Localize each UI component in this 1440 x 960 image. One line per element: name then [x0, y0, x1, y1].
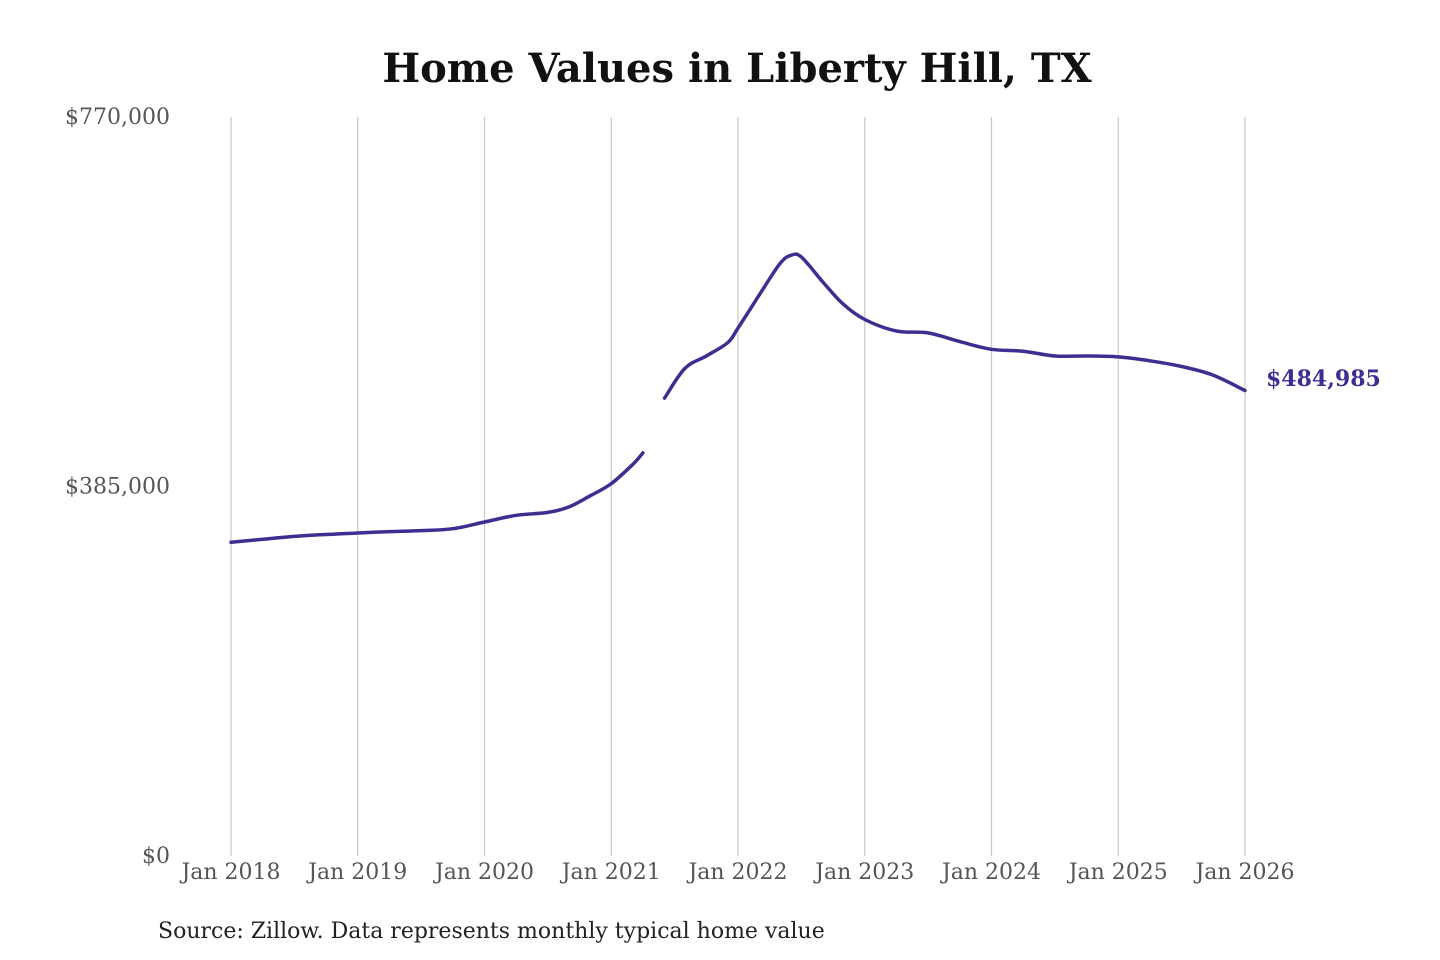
- x-tick-label-2: Jan 2020: [433, 860, 534, 885]
- y-tick-label-1: $385,000: [65, 475, 170, 500]
- x-tick-label-7: Jan 2025: [1067, 860, 1168, 885]
- y-axis-tick-labels: $0 $385,000 $770,000: [65, 105, 170, 869]
- x-tick-label-0: Jan 2018: [179, 860, 280, 885]
- y-tick-label-0: $0: [142, 844, 170, 869]
- series-layer: [229, 252, 1247, 544]
- gridlines: [230, 117, 1246, 856]
- series-line-segment-0: [229, 451, 645, 544]
- series-line-segment-1: [662, 252, 1247, 400]
- x-tick-label-1: Jan 2019: [306, 860, 407, 885]
- x-tick-label-3: Jan 2021: [560, 860, 661, 885]
- x-tick-label-8: Jan 2026: [1193, 860, 1294, 885]
- end-value-label: $484,985: [1266, 366, 1381, 392]
- source-note: Source: Zillow. Data represents monthly …: [158, 919, 825, 944]
- x-tick-label-4: Jan 2022: [686, 860, 787, 885]
- chart-title: Home Values in Liberty Hill, TX: [382, 45, 1091, 92]
- x-axis-tick-labels: Jan 2018 Jan 2019 Jan 2020 Jan 2021 Jan 2022…: [179, 860, 1294, 885]
- x-tick-label-6: Jan 2024: [940, 860, 1041, 885]
- y-tick-label-2: $770,000: [65, 105, 170, 130]
- x-tick-label-5: Jan 2023: [813, 860, 914, 885]
